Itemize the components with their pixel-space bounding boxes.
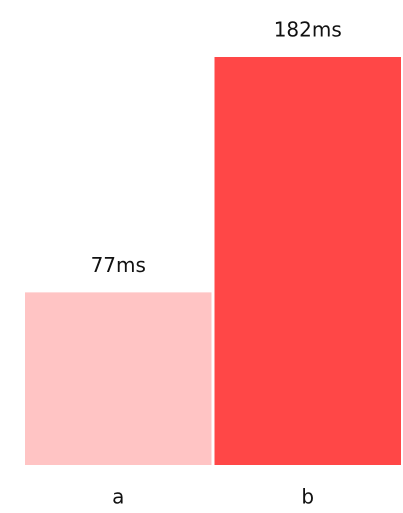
bar — [25, 292, 212, 465]
x-tick-label: b — [301, 485, 314, 509]
x-tick-label: a — [112, 485, 124, 509]
bar — [214, 57, 401, 465]
value-label: 77ms — [91, 253, 146, 277]
value-label: 182ms — [274, 18, 342, 42]
